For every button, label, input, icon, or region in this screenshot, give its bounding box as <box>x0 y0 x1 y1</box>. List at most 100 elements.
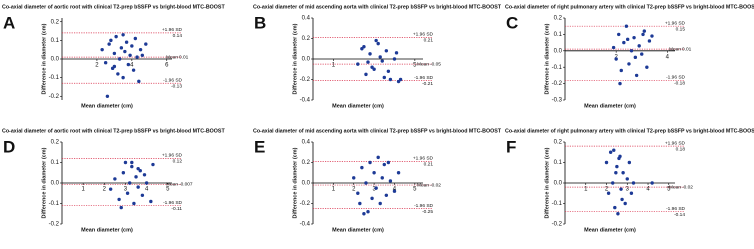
x-tick-label: 2 <box>605 187 609 193</box>
data-point <box>619 68 623 73</box>
data-point <box>372 171 376 175</box>
y-tick-label: -0.2 <box>300 77 311 83</box>
data-point <box>382 162 386 167</box>
mean-label: Mean <box>417 61 429 67</box>
reference-value: 0.15 <box>676 26 686 32</box>
data-point <box>374 186 378 190</box>
data-point <box>135 55 139 59</box>
data-point <box>384 193 389 197</box>
reference-value: 0.18 <box>676 146 686 152</box>
y-tick-label: 0.1 <box>554 160 563 166</box>
data-point <box>621 171 625 175</box>
data-point <box>392 189 397 193</box>
x-tick-label: 1 <box>332 63 336 69</box>
data-point <box>366 210 370 214</box>
y-tick-label: -0.2 <box>49 94 60 100</box>
data-point <box>116 72 120 76</box>
data-point <box>128 53 132 57</box>
reference-label: -1.96 SD <box>666 206 685 212</box>
x-axis-label: Mean diameter (cm) <box>332 227 384 233</box>
y-axis-label: Difference in diameter (cm) <box>41 23 47 94</box>
reference-value: 0.14 <box>173 33 183 39</box>
x-tick-label: 5 <box>413 63 417 69</box>
data-point <box>615 164 619 169</box>
data-point <box>376 155 380 160</box>
data-point <box>109 38 113 43</box>
data-point <box>364 72 368 77</box>
reference-label: +1.96 SD <box>162 153 183 159</box>
data-point <box>382 75 386 80</box>
y-tick-label: 0.0 <box>51 181 60 187</box>
mean-value: -0.007 <box>179 182 193 188</box>
reference-label: -1.96 SD <box>414 203 433 209</box>
data-point <box>376 41 380 46</box>
x-tick-label: 6 <box>165 63 169 69</box>
data-point <box>614 57 618 61</box>
panel-letter: E <box>254 137 265 156</box>
mean-label: Mean <box>417 182 429 188</box>
y-tick-label: -0.1 <box>552 65 563 71</box>
data-point <box>374 38 378 43</box>
data-point <box>149 199 153 204</box>
data-point <box>112 64 117 69</box>
x-tick-label: 3 <box>372 187 376 193</box>
data-point <box>356 62 360 66</box>
data-point <box>366 60 370 64</box>
data-point <box>370 65 374 69</box>
data-point <box>613 205 617 210</box>
data-point <box>136 166 140 171</box>
data-point <box>634 73 639 78</box>
x-tick-label: 2 <box>103 187 107 193</box>
data-point <box>616 212 620 216</box>
y-tick-label: 0.2 <box>302 160 311 166</box>
x-tick-label: 4 <box>130 63 134 69</box>
data-point <box>620 197 624 202</box>
reference-value: 0.21 <box>424 162 434 168</box>
x-tick-label: 1 <box>81 187 85 193</box>
y-tick-label: -0.2 <box>552 81 563 87</box>
panel-letter: D <box>3 137 15 156</box>
data-point <box>352 176 356 180</box>
y-tick-label: 0.2 <box>51 140 60 146</box>
y-tick-label: 0.4 <box>302 16 311 22</box>
data-point <box>107 42 111 46</box>
x-tick-label: 1 <box>584 187 588 193</box>
panel-title: Co-axial diameter of right pulmonary art… <box>505 128 754 134</box>
data-point <box>123 160 128 165</box>
mean-label: Mean <box>669 184 681 190</box>
x-tick-label: 4 <box>145 187 149 193</box>
data-point <box>127 181 132 185</box>
mean-label: Mean <box>166 182 178 188</box>
reference-label: +1.96 SD <box>665 140 686 146</box>
panel-letter: C <box>506 13 518 32</box>
x-axis-label: Mean diameter (cm) <box>81 103 133 109</box>
data-point <box>388 77 393 82</box>
data-point <box>112 51 117 56</box>
reference-label: +1.96 SD <box>665 20 686 26</box>
y-tick-label: 0.1 <box>51 38 60 44</box>
data-point <box>138 47 143 52</box>
reference-value: -0.25 <box>422 209 433 215</box>
data-point <box>114 34 118 39</box>
data-point <box>124 40 129 44</box>
data-point <box>642 29 647 33</box>
data-point <box>133 36 138 41</box>
data-point <box>627 160 632 165</box>
data-point <box>119 205 123 210</box>
data-point <box>611 45 616 50</box>
y-tick-label: -0.2 <box>300 201 311 207</box>
y-tick-label: 0.0 <box>51 57 60 63</box>
data-point <box>362 212 366 216</box>
data-point <box>136 185 140 189</box>
data-point <box>641 32 645 37</box>
data-point <box>362 45 366 49</box>
mean-value: 0.01 <box>179 54 189 60</box>
data-point <box>121 33 125 37</box>
data-point <box>384 49 389 53</box>
data-point <box>619 187 623 191</box>
data-point <box>622 40 626 45</box>
data-point <box>142 173 147 177</box>
x-tick-label: 2 <box>95 63 99 69</box>
y-tick-label: -0.1 <box>552 201 563 207</box>
